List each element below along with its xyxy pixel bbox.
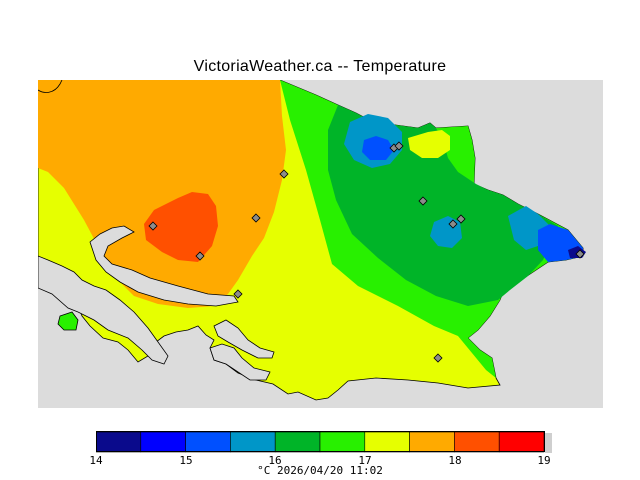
legend-tick-label: 18 bbox=[448, 454, 462, 467]
water-inlet-west bbox=[89, 225, 239, 307]
station-marker bbox=[575, 249, 585, 259]
land-blue-patch-north bbox=[362, 136, 394, 160]
legend-tick-label: 17 bbox=[358, 454, 372, 467]
legend-band bbox=[140, 431, 186, 453]
legend-band bbox=[274, 431, 321, 453]
station-marker bbox=[448, 219, 458, 229]
water-harbour bbox=[213, 319, 275, 359]
station-marker bbox=[233, 289, 243, 299]
legend-bands bbox=[96, 431, 545, 453]
legend-band bbox=[364, 431, 410, 453]
legend-band bbox=[96, 431, 142, 453]
station-marker bbox=[148, 221, 158, 231]
temperature-map bbox=[38, 80, 603, 408]
color-scale-legend bbox=[96, 431, 552, 453]
station-marker bbox=[279, 169, 289, 179]
station-marker bbox=[418, 196, 428, 206]
map-title: VictoriaWeather.ca -- Temperature bbox=[193, 58, 447, 75]
legend-band bbox=[498, 431, 545, 453]
land-warm-core bbox=[144, 192, 218, 262]
units-timestamp: °C 2026/04/20 11:02 bbox=[257, 464, 383, 477]
legend-tick-label: 15 bbox=[179, 454, 193, 467]
legend-tick-label: 14 bbox=[89, 454, 103, 467]
station-markers bbox=[148, 141, 585, 363]
legend-band bbox=[185, 431, 231, 453]
legend-tick-label: 16 bbox=[268, 454, 282, 467]
legend-band bbox=[230, 431, 276, 453]
station-marker bbox=[433, 353, 443, 363]
station-marker bbox=[394, 141, 404, 151]
legend-tick-label: 19 bbox=[537, 454, 551, 467]
station-marker bbox=[456, 214, 466, 224]
land-yellow-bump bbox=[408, 130, 450, 158]
legend-shadow bbox=[545, 433, 552, 453]
land-orange-zone bbox=[38, 80, 286, 308]
land-green-islet bbox=[57, 311, 79, 331]
station-marker bbox=[251, 213, 261, 223]
coast-arc bbox=[38, 80, 63, 93]
legend-band bbox=[409, 431, 455, 453]
legend-band bbox=[454, 431, 500, 453]
station-marker bbox=[195, 251, 205, 261]
legend-band bbox=[319, 431, 366, 453]
legend-frame bbox=[96, 431, 545, 452]
water-southwest bbox=[38, 255, 169, 365]
water-south-inlet bbox=[209, 343, 271, 381]
